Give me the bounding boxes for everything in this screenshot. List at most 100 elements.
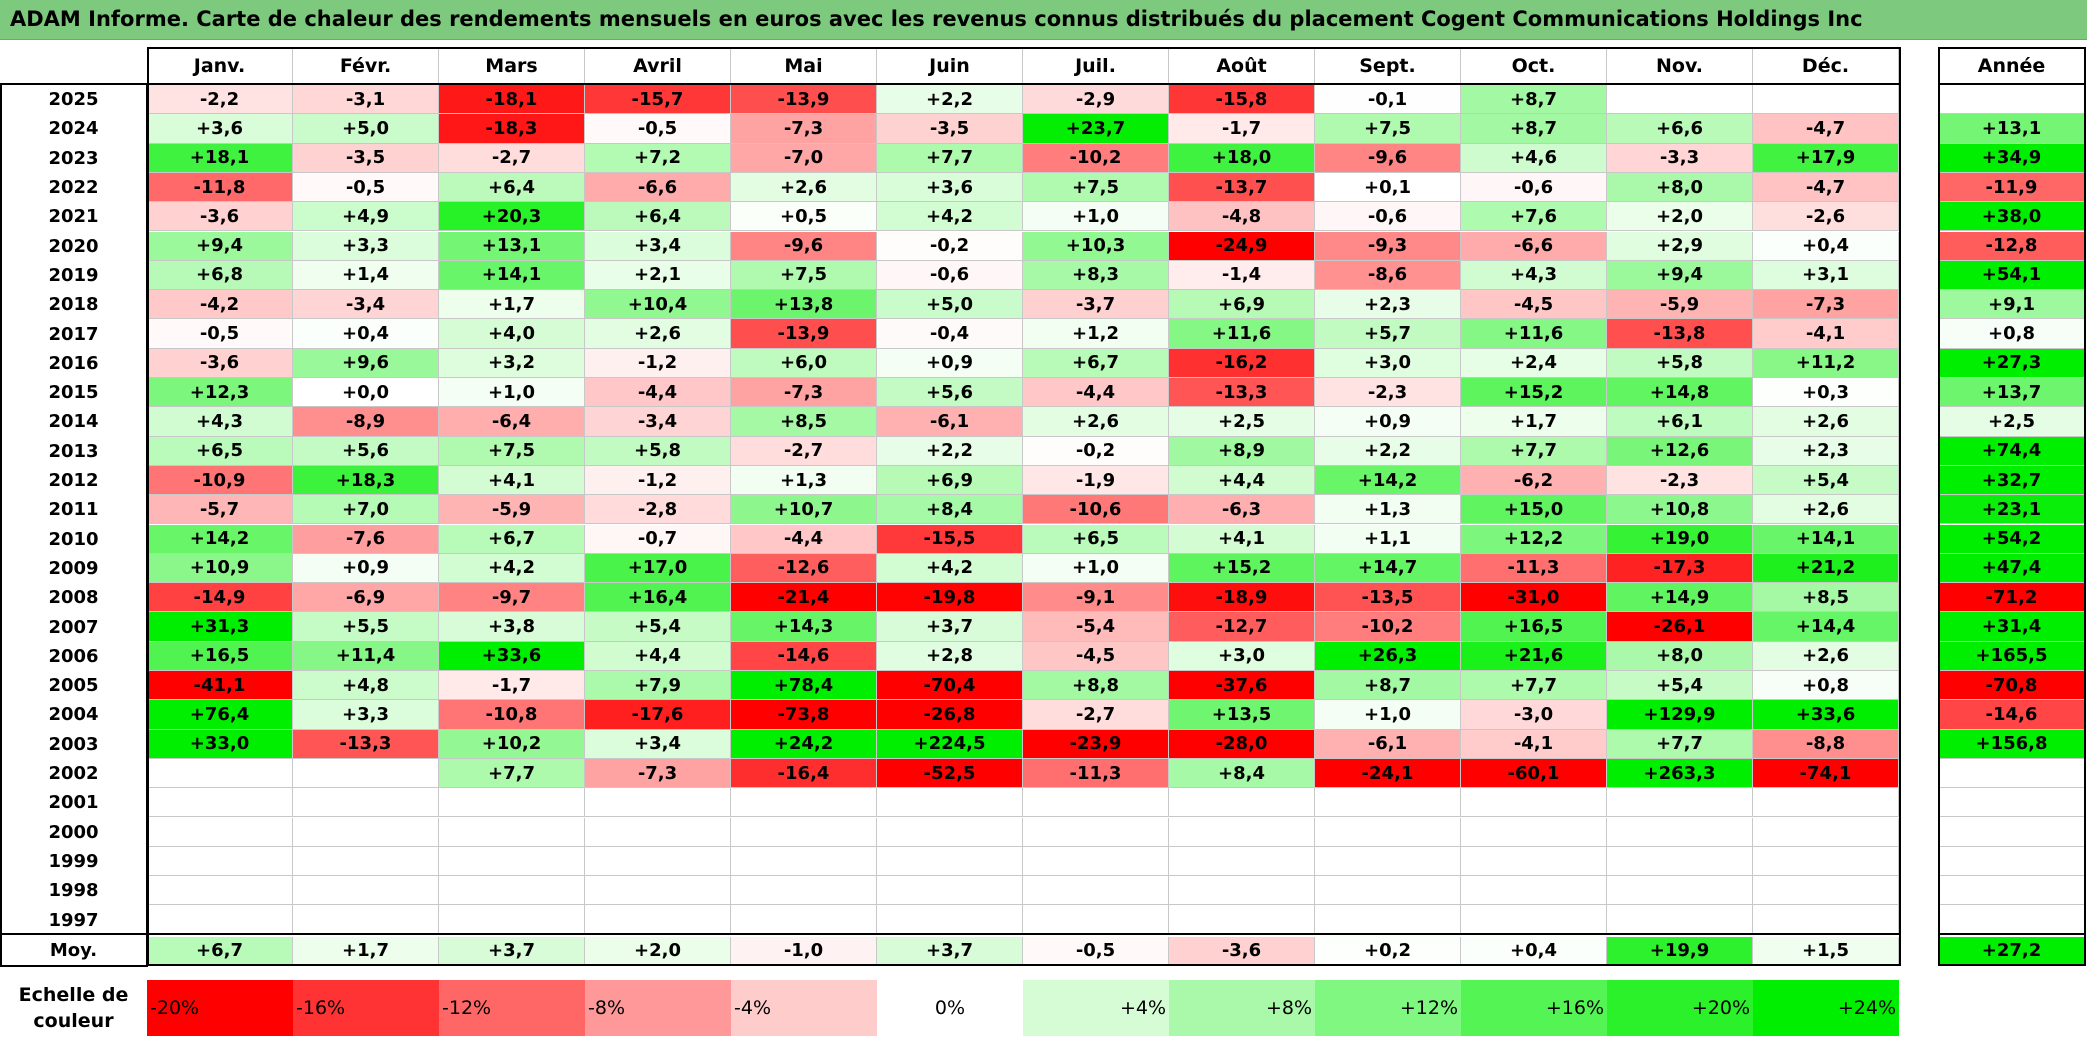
heatmap-cell: -9,3: [1315, 231, 1461, 261]
heatmap-cell: +7,2: [585, 143, 731, 173]
color-scale-swatch: +16%: [1461, 980, 1607, 1036]
heatmap-cell: -6,9: [293, 583, 439, 613]
heatmap-cell: +17,9: [1753, 143, 1899, 173]
empty-cell: [147, 788, 293, 818]
heatmap-cell: +0,9: [877, 348, 1023, 378]
heatmap-cell: +19,0: [1607, 524, 1753, 554]
year-column-header: Année: [1977, 55, 2046, 77]
heatmap-cell: -15,5: [877, 524, 1023, 554]
annual-cell: +47,4: [1938, 553, 2085, 584]
heatmap-cell: +1,0: [439, 378, 585, 408]
empty-cell: [147, 758, 293, 789]
heatmap-cell: -7,3: [585, 758, 731, 789]
year-label: 2000: [48, 821, 99, 843]
empty-cell: [877, 788, 1023, 818]
heatmap-cell: +7,6: [1461, 202, 1607, 232]
heatmap-cell: +78,4: [731, 671, 877, 701]
empty-cell: [293, 905, 439, 935]
heatmap-cell: +2,1: [585, 260, 731, 291]
year-label: 2007: [48, 616, 99, 638]
heatmap-cell: +5,6: [293, 436, 439, 466]
heatmap-cell: +2,9: [1607, 231, 1753, 261]
heatmap-cell: +8,5: [731, 407, 877, 437]
empty-cell: [1607, 817, 1753, 847]
empty-cell: [1023, 846, 1169, 877]
annual-cell: +34,9: [1938, 143, 2085, 173]
heatmap-cell: +6,1: [1607, 407, 1753, 437]
month-header: Juin: [877, 48, 1023, 84]
empty-cell: [877, 905, 1023, 935]
heatmap-cell: -73,8: [731, 700, 877, 730]
heatmap-cell: -10,8: [439, 700, 585, 730]
empty-cell: [147, 846, 293, 877]
heatmap-cell: +0,8: [1753, 671, 1899, 701]
heatmap-cell: +6,5: [147, 436, 293, 466]
heatmap-cell: -4,1: [1461, 729, 1607, 759]
annual-cell: -71,2: [1938, 583, 2085, 613]
heatmap-cell: +76,4: [147, 700, 293, 730]
year-label: 2002: [48, 763, 99, 785]
heatmap-cell: -3,0: [1461, 700, 1607, 730]
empty-cell: [585, 788, 731, 818]
heatmap-cell: +0,1: [1315, 172, 1461, 203]
heatmap-cell: +0,0: [293, 378, 439, 408]
heatmap-cell: -8,9: [293, 407, 439, 437]
heatmap-cell: +1,7: [1461, 407, 1607, 437]
average-label: Moy.: [49, 939, 98, 961]
empty-cell: [1315, 788, 1461, 818]
heatmap-cell: -1,2: [585, 348, 731, 378]
heatmap-cell: -7,3: [731, 114, 877, 144]
empty-cell: [1315, 846, 1461, 877]
heatmap-cell: +7,5: [1023, 172, 1169, 203]
heatmap-cell: -0,6: [1461, 172, 1607, 203]
average-cell: -3,6: [1169, 937, 1315, 965]
heatmap-cell: -0,1: [1315, 85, 1461, 115]
heatmap-cell: +7,7: [439, 758, 585, 789]
heatmap-cell: +33,6: [1753, 700, 1899, 730]
annual-cell: -12,8: [1938, 231, 2085, 261]
heatmap-cell: +0,9: [1315, 407, 1461, 437]
month-header: Nov.: [1607, 48, 1753, 84]
heatmap-cell: +12,6: [1607, 436, 1753, 466]
year-label: 2014: [48, 411, 99, 433]
color-scale-swatch: +20%: [1607, 980, 1753, 1036]
average-rule-annual: [1938, 933, 2086, 935]
annual-cell: +0,8: [1938, 319, 2085, 349]
heatmap-cell: +8,7: [1315, 671, 1461, 701]
month-header: Mai: [731, 48, 877, 84]
heatmap-cell: +0,5: [731, 202, 877, 232]
heatmap-cell: +10,7: [731, 495, 877, 525]
heatmap-cell: +7,7: [877, 143, 1023, 173]
heatmap-cell: -9,7: [439, 583, 585, 613]
heatmap-cell: +7,5: [439, 436, 585, 466]
average-cell: +19,9: [1607, 937, 1753, 965]
heatmap-cell: +0,4: [293, 319, 439, 349]
heatmap-cell: +2,6: [585, 319, 731, 349]
heatmap-cell: -0,5: [293, 172, 439, 203]
month-header: Sept.: [1315, 48, 1461, 84]
heatmap-cell: +10,4: [585, 290, 731, 320]
empty-cell: [1461, 905, 1607, 935]
heatmap-cell: +5,5: [293, 612, 439, 642]
empty-cell: [1169, 817, 1315, 847]
heatmap-cell: +263,3: [1607, 758, 1753, 789]
empty-cell: [1169, 905, 1315, 935]
heatmap-cell: +0,9: [293, 553, 439, 584]
year-label: 2004: [48, 704, 99, 726]
heatmap-cell: -7,6: [293, 524, 439, 554]
color-scale-label-line1: Echelle de: [18, 984, 129, 1006]
year-label: 2022: [48, 177, 99, 199]
year-label: 2011: [48, 499, 99, 521]
heatmap-cell: -14,6: [731, 641, 877, 671]
heatmap-cell: +5,6: [877, 378, 1023, 408]
color-scale-swatch: -12%: [439, 980, 585, 1036]
heatmap-cell: +1,3: [731, 465, 877, 496]
heatmap-cell: -60,1: [1461, 758, 1607, 789]
heatmap-cell: +3,2: [439, 348, 585, 378]
heatmap-cell: +8,0: [1607, 172, 1753, 203]
heatmap-cell: -16,2: [1169, 348, 1315, 378]
heatmap-cell: +2,4: [1461, 348, 1607, 378]
heatmap-cell: -16,4: [731, 758, 877, 789]
empty-cell: [1753, 846, 1899, 877]
heatmap-cell: +10,2: [439, 729, 585, 759]
